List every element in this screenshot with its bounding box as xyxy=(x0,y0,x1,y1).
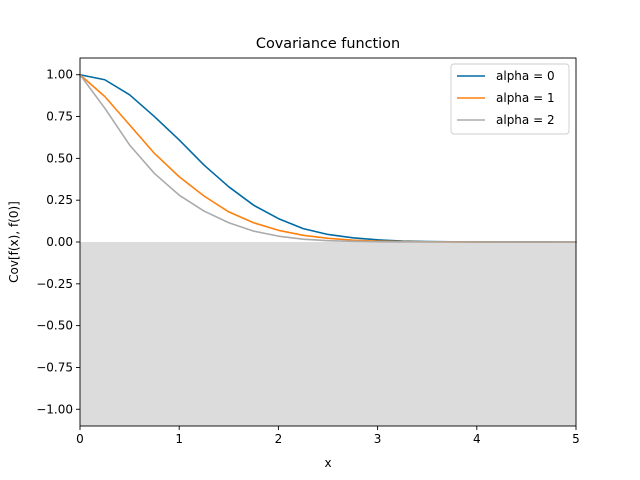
x-tick-label: 4 xyxy=(473,432,481,446)
x-tick-label: 1 xyxy=(175,432,183,446)
legend-label-0: alpha = 0 xyxy=(496,69,555,83)
chart-title: Covariance function xyxy=(256,36,400,52)
x-tick-label: 2 xyxy=(275,432,283,446)
y-tick-label: 0.50 xyxy=(46,151,73,165)
x-tick-label: 5 xyxy=(572,432,580,446)
legend-label-1: alpha = 1 xyxy=(496,91,555,105)
x-tick-label: 3 xyxy=(374,432,382,446)
legend-label-2: alpha = 2 xyxy=(496,113,555,127)
legend-box xyxy=(450,63,570,135)
negative-region-shade xyxy=(80,242,576,426)
series-line-2 xyxy=(79,73,577,243)
y-tick-label: −0.75 xyxy=(36,360,73,374)
y-tick-label: 0.75 xyxy=(46,110,73,124)
legend: alpha = 0 alpha = 1 alpha = 2 xyxy=(450,63,570,135)
y-tick-label: −0.50 xyxy=(36,319,73,333)
plot-area: 0 1 2 3 4 5 −1.00 −0.75 −0.50 −0.25 0.00 0.25 0.50 0.… xyxy=(36,57,580,446)
x-tick-label: 0 xyxy=(76,432,84,446)
y-tick-label: −0.25 xyxy=(36,277,73,291)
y-tick-label: 0.25 xyxy=(46,193,73,207)
x-axis-title: x xyxy=(324,456,331,470)
y-tick-label: −1.00 xyxy=(36,402,73,416)
y-axis-title: Cov[f(x), f(0)] xyxy=(7,201,21,283)
y-tick-label: 0.00 xyxy=(46,235,73,249)
y-tick-label: 1.00 xyxy=(46,68,73,82)
